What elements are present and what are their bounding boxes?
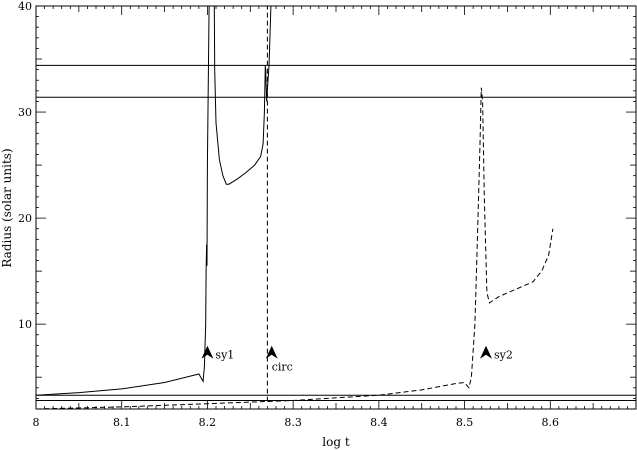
- solid-series-line: [35, 5, 272, 396]
- x-tick-label: 8.2: [199, 416, 217, 429]
- x-tick-label: 8.1: [113, 416, 131, 429]
- annotation-arrow-icon: [480, 345, 492, 359]
- x-tick-label: 8.5: [456, 416, 474, 429]
- plot-frame: [35, 5, 637, 410]
- annotation-label: circ: [272, 361, 293, 374]
- axis-ticks: [35, 5, 637, 410]
- annotation-arrow-icon: [265, 345, 278, 359]
- y-axis-label: Radius (solar units): [0, 148, 14, 267]
- x-tick-label: 8.4: [370, 416, 388, 429]
- annotation-group: sy1 circ sy2: [201, 345, 513, 374]
- x-tick-label: 8: [33, 416, 40, 429]
- x-axis-label: log t: [322, 435, 350, 449]
- y-tick-label: 40: [18, 0, 32, 13]
- axis-tick-labels: 8 8.1 8.2 8.3 8.4 8.5 8.6 10 20 30 40: [18, 0, 559, 429]
- dashed-series-line: [35, 87, 554, 410]
- y-tick-label: 30: [18, 106, 32, 119]
- y-tick-label: 20: [18, 212, 32, 225]
- x-tick-label: 8.3: [284, 416, 302, 429]
- x-tick-label: 8.6: [542, 416, 560, 429]
- annotation-arrow-icon: [201, 345, 214, 359]
- y-tick-label: 10: [18, 318, 32, 331]
- annotation-label: sy1: [215, 349, 234, 362]
- annotation-label: sy2: [494, 349, 513, 362]
- series-group: [35, 5, 636, 410]
